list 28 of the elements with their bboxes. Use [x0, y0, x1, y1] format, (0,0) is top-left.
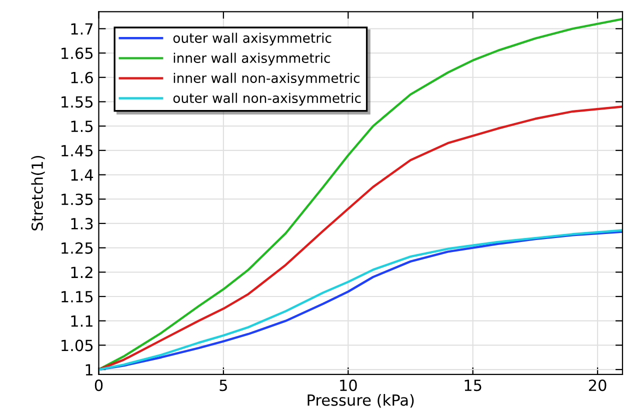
line-series [98, 18, 622, 371]
legend-label: outer wall axisymmetric [173, 32, 332, 46]
y-tick-label: 1.25 [62, 242, 93, 254]
y-tick-label: 1.05 [62, 340, 93, 352]
y-tick-label: 1.5 [71, 120, 93, 132]
y-tick-label: 1.55 [62, 96, 93, 108]
x-tick-label: 15 [464, 380, 482, 392]
y-tick-label: 1.1 [71, 316, 92, 327]
y-tick-label: 1.45 [62, 145, 93, 156]
y-tick-label: 1 [86, 364, 92, 376]
legend-label: outer wall non-axisymmetric [173, 92, 361, 106]
x-tick-label: 5 [220, 380, 227, 392]
legend-label: inner wall axisymmetric [174, 52, 330, 66]
y-axis-title: Stretch(1) [31, 156, 45, 230]
x-tick-label: 20 [588, 380, 606, 392]
line-series [98, 105, 622, 371]
y-tick-label: 1.35 [62, 194, 93, 206]
x-axis-title: Pressure (kPa) [308, 394, 414, 408]
y-tick-label: 1.65 [62, 48, 93, 60]
x-tick-label: 0 [94, 380, 103, 392]
legend-label: inner wall non-axisymmetric [174, 72, 360, 86]
y-tick-label: 1.15 [62, 291, 93, 303]
y-tick-label: 1.2 [71, 266, 92, 278]
y-tick-label: 1.3 [71, 218, 93, 230]
y-tick-label: 1.4 [71, 169, 94, 181]
x-tick-label: 10 [340, 380, 357, 392]
y-tick-label: 1.7 [71, 23, 93, 34]
y-tick-label: 1.6 [71, 72, 93, 84]
